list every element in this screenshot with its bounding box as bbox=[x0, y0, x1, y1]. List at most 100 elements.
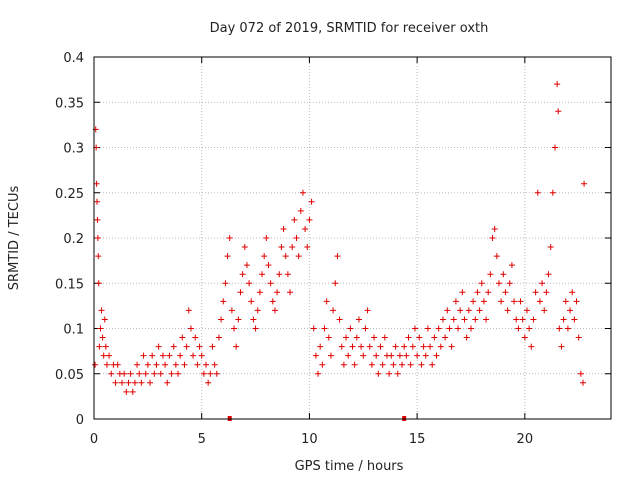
data-point bbox=[142, 370, 149, 377]
data-point bbox=[394, 370, 401, 377]
axis-ticks: 0 0.05 0.1 0.15 0.2 0.25 0.3 0.35 0.4 0 5 10 15 20 bbox=[55, 51, 611, 447]
data-point bbox=[162, 361, 169, 368]
data-point bbox=[211, 361, 218, 368]
data-point bbox=[164, 379, 171, 386]
data-point bbox=[125, 379, 132, 386]
data-point bbox=[392, 343, 399, 350]
data-point bbox=[98, 307, 105, 314]
data-point bbox=[396, 352, 403, 359]
data-point bbox=[248, 298, 255, 305]
data-point bbox=[433, 352, 440, 359]
data-point bbox=[228, 307, 235, 314]
data-point bbox=[381, 334, 388, 341]
y-tick-label: 0.3 bbox=[63, 142, 84, 157]
data-point bbox=[347, 325, 354, 332]
data-point bbox=[276, 271, 283, 278]
data-point bbox=[310, 325, 317, 332]
data-point bbox=[478, 280, 485, 287]
data-point bbox=[530, 316, 537, 323]
data-point bbox=[502, 289, 509, 296]
data-point bbox=[302, 225, 309, 232]
data-point bbox=[220, 298, 227, 305]
data-point bbox=[170, 343, 177, 350]
data-point bbox=[183, 343, 190, 350]
data-point bbox=[213, 370, 220, 377]
data-point bbox=[556, 325, 563, 332]
data-point bbox=[108, 370, 115, 377]
data-point bbox=[377, 343, 384, 350]
data-point bbox=[504, 307, 511, 314]
data-point bbox=[330, 307, 337, 314]
data-point bbox=[452, 298, 459, 305]
data-point bbox=[280, 225, 287, 232]
data-point bbox=[562, 298, 569, 305]
data-point bbox=[368, 361, 375, 368]
data-point bbox=[192, 334, 199, 341]
data-point bbox=[136, 370, 143, 377]
data-point bbox=[153, 361, 160, 368]
data-point bbox=[457, 307, 464, 314]
data-point bbox=[278, 244, 285, 251]
data-point bbox=[323, 298, 330, 305]
data-point bbox=[532, 289, 539, 296]
data-point bbox=[375, 370, 382, 377]
data-point bbox=[190, 352, 197, 359]
data-point bbox=[472, 316, 479, 323]
data-point bbox=[332, 280, 339, 287]
data-point bbox=[95, 253, 102, 260]
data-point bbox=[267, 280, 274, 287]
data-point bbox=[403, 352, 410, 359]
data-point bbox=[269, 298, 276, 305]
data-point bbox=[181, 361, 188, 368]
y-axis-label: SRMTID / TECUs bbox=[7, 186, 22, 291]
data-point bbox=[343, 334, 350, 341]
data-point bbox=[289, 244, 296, 251]
data-point bbox=[101, 316, 108, 323]
data-point bbox=[487, 271, 494, 278]
data-point bbox=[360, 352, 367, 359]
data-point bbox=[506, 280, 513, 287]
y-tick-label: 0.35 bbox=[55, 96, 84, 111]
y-tick-label: 0.05 bbox=[55, 368, 84, 383]
data-point bbox=[526, 325, 533, 332]
data-point bbox=[554, 81, 561, 88]
data-point bbox=[485, 289, 492, 296]
data-point bbox=[231, 325, 238, 332]
data-point bbox=[95, 280, 102, 287]
data-point bbox=[539, 280, 546, 287]
data-point bbox=[349, 343, 356, 350]
data-point bbox=[483, 316, 490, 323]
data-point bbox=[534, 189, 541, 196]
data-point bbox=[371, 334, 378, 341]
data-point bbox=[123, 388, 130, 395]
x-tick-label: 20 bbox=[517, 432, 534, 447]
data-point bbox=[355, 316, 362, 323]
x-axis-label: GPS time / hours bbox=[295, 459, 404, 474]
y-tick-label: 0.4 bbox=[63, 51, 84, 66]
y-tick-label: 0 bbox=[76, 413, 84, 428]
data-point bbox=[155, 343, 162, 350]
data-point bbox=[237, 289, 244, 296]
data-point bbox=[439, 316, 446, 323]
data-point bbox=[577, 370, 584, 377]
data-point bbox=[409, 343, 416, 350]
data-point bbox=[246, 280, 253, 287]
data-point bbox=[299, 189, 306, 196]
data-point bbox=[446, 325, 453, 332]
data-point bbox=[407, 361, 414, 368]
data-point bbox=[203, 361, 210, 368]
data-point bbox=[427, 343, 434, 350]
data-point bbox=[334, 253, 341, 260]
data-point bbox=[573, 298, 580, 305]
data-point bbox=[536, 298, 543, 305]
data-point bbox=[282, 253, 289, 260]
data-point bbox=[422, 352, 429, 359]
chart-title: Day 072 of 2019, SRMTID for receiver oxt… bbox=[210, 21, 489, 36]
data-point bbox=[545, 271, 552, 278]
data-point bbox=[102, 343, 109, 350]
data-point bbox=[338, 343, 345, 350]
data-point bbox=[96, 343, 103, 350]
data-point bbox=[416, 334, 423, 341]
data-point bbox=[127, 370, 134, 377]
